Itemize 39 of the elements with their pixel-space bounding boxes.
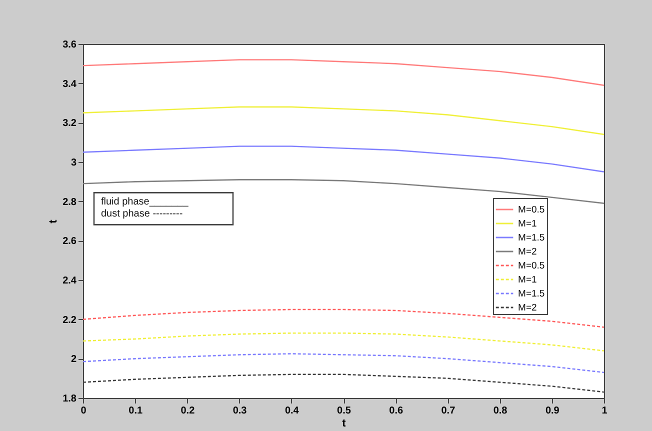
y-tick-label: 2.2 <box>62 314 77 326</box>
legend-label: M=1 <box>518 274 537 286</box>
x-tick-label: 0.9 <box>545 406 560 416</box>
line-series <box>83 332 604 352</box>
x-tick-label: 0.5 <box>337 406 352 416</box>
x-axis-title: t <box>342 418 346 430</box>
x-tick-label: 0.8 <box>493 406 508 416</box>
y-tick-label: 2.6 <box>62 236 77 248</box>
y-axis-title: t <box>48 219 60 224</box>
y-tick-label: 3.2 <box>62 118 77 130</box>
x-tick-label: 0.7 <box>441 406 456 416</box>
legend-label: M=0.5 <box>518 204 545 216</box>
x-tick-label: 0.6 <box>389 406 404 416</box>
x-tick-label: 0 <box>80 406 87 416</box>
line-series <box>83 146 604 172</box>
x-tick-label: 0.3 <box>232 406 248 416</box>
y-tick-label: 3.6 <box>62 40 77 50</box>
x-tick-label: 0.4 <box>284 406 300 416</box>
legend-label: M=1 <box>518 218 537 230</box>
line-series <box>83 308 604 328</box>
legend-label: M=1.5 <box>518 288 545 300</box>
legend-label: M=2 <box>518 302 537 314</box>
x-tick-label: 1 <box>602 406 608 416</box>
y-tick-label: 2.8 <box>62 196 77 208</box>
line-series <box>83 353 604 374</box>
annotation: dust phase --------- <box>101 208 183 220</box>
y-tick-label: 2.4 <box>62 276 77 286</box>
x-tick-label: 0.1 <box>128 406 143 416</box>
y-tick-label: 2 <box>70 354 77 366</box>
y-tick-label: 3.4 <box>62 78 77 90</box>
x-tick-label: 0.2 <box>180 406 196 416</box>
y-tick-label: 1.8 <box>62 394 77 404</box>
line-series <box>83 59 604 86</box>
annotation: fluid phase_______ <box>101 196 189 208</box>
line-series <box>83 106 604 136</box>
y-tick-label: 3 <box>70 158 77 168</box>
legend-label: M=1.5 <box>518 232 545 244</box>
legend-label: M=2 <box>518 246 537 258</box>
legend-label: M=0.5 <box>518 260 545 272</box>
